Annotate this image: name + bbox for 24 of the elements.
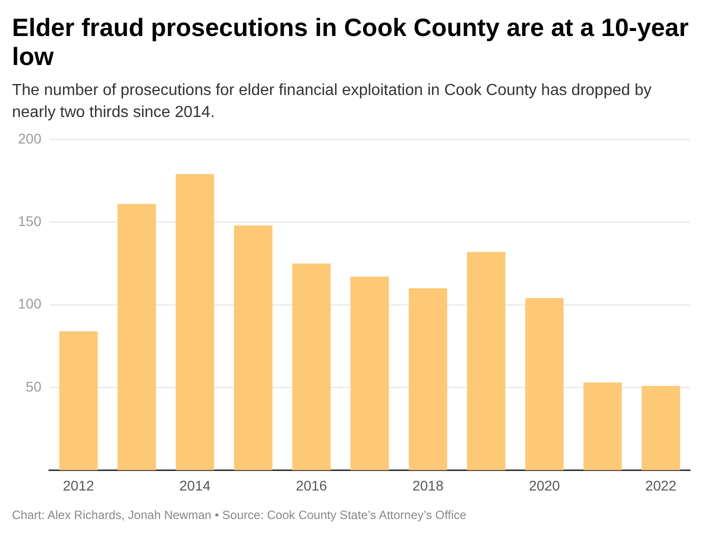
y-tick-label: 100 [18,296,42,312]
y-tick-label: 200 [18,130,42,146]
bar [292,264,331,470]
x-tick-label: 2022 [645,478,677,494]
bar [350,276,389,470]
bar [234,226,272,470]
x-tick-label: 2014 [179,478,211,494]
text: Chart: Alex Richards, Jonah Newman • Source: Cook County State’s Attorney’s Office [12,507,468,524]
bar [176,174,214,470]
bar [118,204,156,470]
chart-title: Elder fraud prosecutions in Cook County are at a 10-year low [12,14,690,72]
x-tick-label: 2020 [528,478,560,494]
bar [466,252,506,470]
chart-subtitle: The number of prosecutions for elder financial exploitation in Cook County has dropped by nearly two thirds since 2014. [12,81,652,123]
x-tick-label: 2018 [412,478,444,494]
bar [59,331,98,470]
y-tick-label: 50 [26,378,42,395]
x-tick-label: 2016 [296,478,328,494]
bar [583,382,622,470]
bar [408,288,448,470]
bar [525,298,564,470]
bar [642,386,680,470]
y-tick-label: 150 [18,213,42,230]
x-tick-label: 2012 [62,478,94,494]
